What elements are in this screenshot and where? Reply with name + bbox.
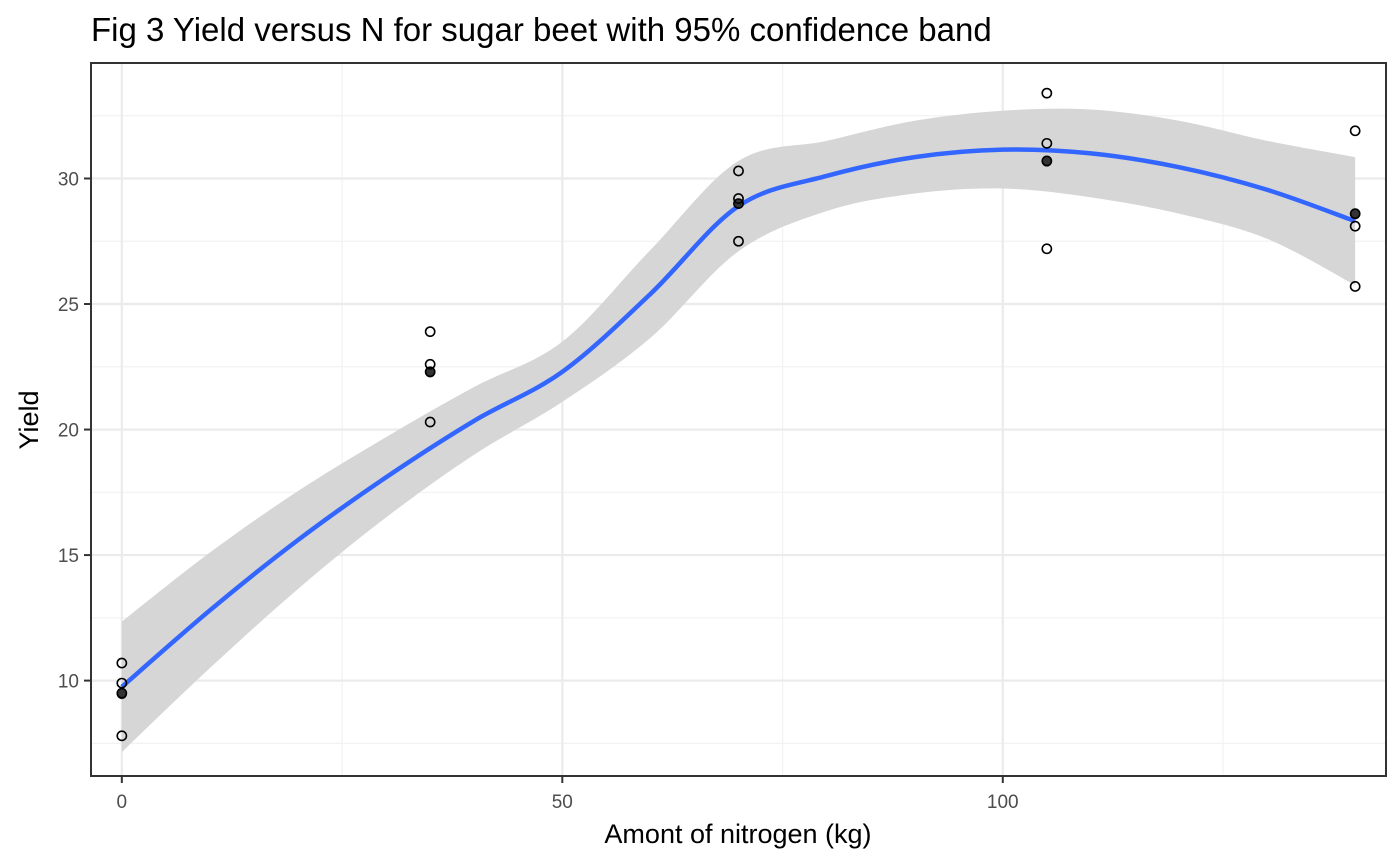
observation-point [1349, 220, 1361, 232]
chart-title: Fig 3 Yield versus N for sugar beet with… [91, 11, 992, 48]
observation-point [1041, 243, 1053, 255]
x-axis-title: Amont of nitrogen (kg) [604, 819, 871, 849]
observation-point [1349, 208, 1361, 220]
y-tick-label: 25 [58, 295, 79, 316]
y-tick-label: 10 [58, 672, 79, 693]
x-tick-label: 50 [552, 792, 573, 813]
observation-point [1041, 87, 1053, 99]
points-layer [116, 87, 1361, 742]
observation-point [733, 193, 744, 204]
observation-point [733, 198, 744, 209]
y-tick-label: 30 [58, 169, 79, 190]
fit-line-layer [120, 147, 1356, 689]
y-tick-label: 20 [58, 421, 79, 442]
y-axis-title: Yield [14, 390, 44, 449]
observation-point [116, 730, 128, 742]
y-tick-label: 15 [58, 546, 79, 567]
fit-line [120, 147, 1356, 689]
observation-point [1349, 125, 1361, 137]
x-tick-label: 100 [987, 792, 1019, 813]
observation-point [116, 677, 128, 689]
observation-point [1349, 281, 1361, 292]
observation-point [424, 326, 436, 338]
observation-point [733, 235, 744, 247]
observation-point [733, 165, 744, 177]
observation-point [1041, 137, 1053, 149]
observation-point [424, 366, 436, 378]
observation-point [424, 358, 436, 370]
observation-point [424, 416, 436, 428]
axis-ticks: 0 50 100 10 15 20 25 30 [58, 169, 1019, 813]
x-tick-label: 0 [117, 792, 128, 813]
observation-point [1041, 155, 1053, 167]
observation-point [116, 657, 128, 669]
panel-border [90, 62, 1387, 777]
observation-point [116, 687, 128, 699]
